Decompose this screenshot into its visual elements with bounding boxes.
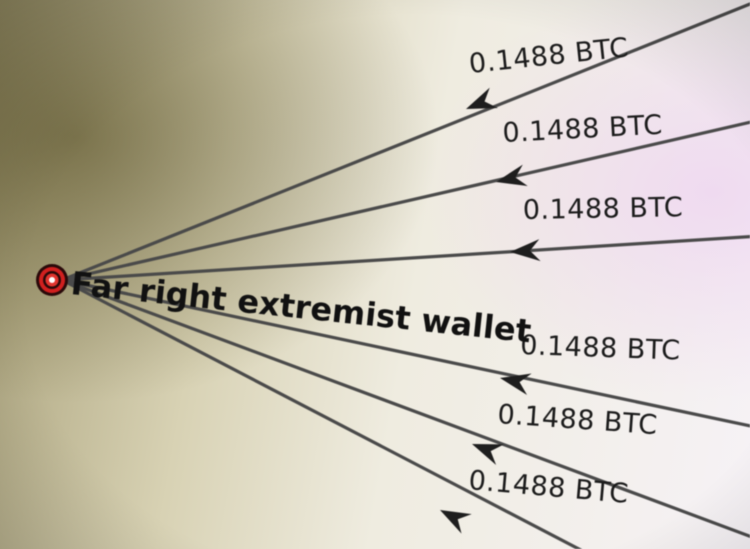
edge-2 bbox=[61, 120, 750, 282]
arrowhead-4 bbox=[500, 373, 532, 395]
target-icon bbox=[36, 264, 68, 296]
edges bbox=[61, 2, 750, 549]
edge-1 bbox=[61, 2, 750, 282]
arrowhead-5 bbox=[472, 444, 504, 465]
amount-label-2: 0.1488 BTC bbox=[502, 110, 664, 149]
arrowhead-2 bbox=[496, 164, 528, 187]
arrowhead-3 bbox=[510, 239, 541, 262]
wallet-node[interactable]: Far right extremist wallet bbox=[36, 264, 533, 350]
edge-6 bbox=[61, 278, 583, 549]
amount-label-3: 0.1488 BTC bbox=[523, 192, 684, 226]
edge-3 bbox=[61, 235, 750, 282]
amount-label-5: 0.1488 BTC bbox=[497, 399, 659, 441]
amount-label-1: 0.1488 BTC bbox=[467, 32, 630, 80]
amount-label-4: 0.1488 BTC bbox=[520, 330, 681, 367]
wallet-label: Far right extremist wallet bbox=[69, 264, 533, 350]
edge-4 bbox=[61, 278, 750, 428]
arrowhead-6 bbox=[440, 510, 472, 534]
edge-5 bbox=[61, 278, 750, 538]
arrowhead-1 bbox=[466, 87, 498, 109]
arrowheads bbox=[440, 87, 541, 534]
